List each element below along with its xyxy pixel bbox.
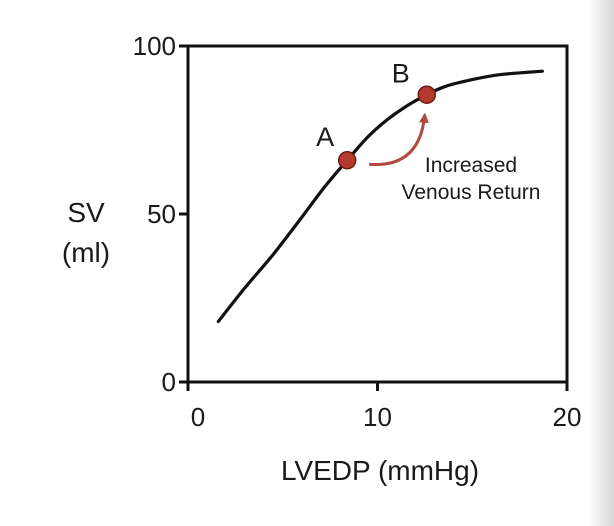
increased-venous-return-arrow — [369, 112, 430, 166]
series-line — [216, 69, 544, 324]
annotation-line2: Venous Return — [402, 181, 541, 204]
point-b-label: B — [392, 59, 410, 89]
x-axis-title: LVEDP (mmHg) — [281, 455, 479, 486]
y-tick-label-100: 100 — [133, 31, 176, 61]
point-b-marker — [417, 85, 437, 104]
x-tick-label-0: 0 — [191, 402, 205, 432]
marked-points: AB — [316, 59, 437, 170]
page-edge-shadow — [588, 0, 614, 526]
x-tick-label-10: 10 — [363, 402, 392, 432]
y-axis-title-line2: (ml) — [62, 237, 110, 268]
y-tick-label-50: 50 — [147, 199, 176, 229]
x-axis-ticks: 0 10 20 — [186, 382, 582, 432]
y-tick-label-0: 0 — [162, 367, 176, 397]
annotation-line1: Increased — [425, 154, 517, 177]
point-a-label: A — [316, 122, 334, 152]
point-a-marker — [337, 150, 357, 170]
x-tick-label-20: 20 — [553, 402, 582, 432]
y-axis-ticks: 0 50 100 — [133, 31, 188, 397]
y-axis-title-line1: SV — [67, 197, 105, 228]
plot-frame — [186, 44, 569, 384]
